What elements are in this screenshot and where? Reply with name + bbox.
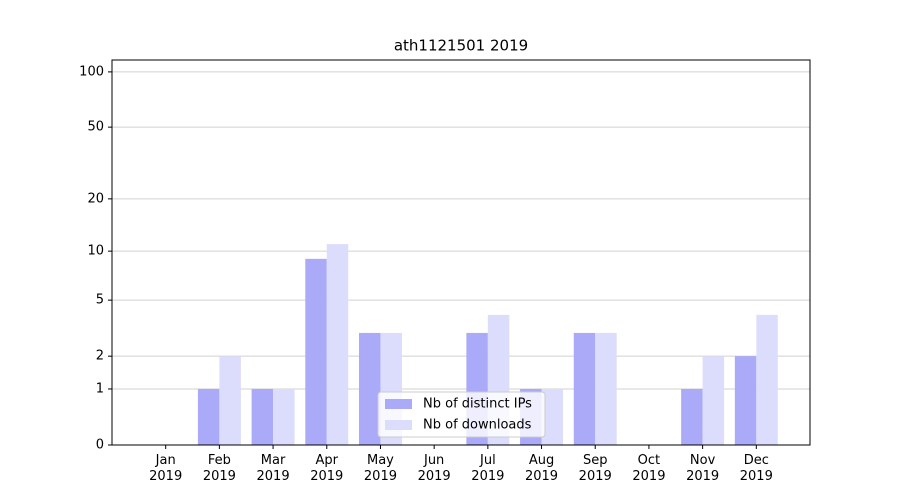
chart-title: ath1121501 2019	[394, 37, 528, 55]
x-tick-label: Dec 2019	[739, 453, 773, 484]
x-tick-label: Oct 2019	[632, 453, 666, 484]
x-tick-label: Sep 2019	[578, 453, 612, 484]
x-tick-label: Mar 2019	[256, 453, 290, 484]
y-tick-label: 20	[87, 191, 104, 206]
bar	[702, 356, 725, 445]
bar	[251, 388, 274, 445]
bar	[305, 258, 327, 445]
legend: Nb of distinct IPs Nb of downloads	[377, 391, 546, 438]
y-tick-label: 5	[96, 293, 104, 308]
x-tick-label: Jun 2019	[417, 453, 451, 484]
legend-swatch	[385, 399, 412, 409]
bar	[326, 244, 349, 445]
bar	[219, 356, 241, 445]
bar	[197, 388, 220, 445]
x-tick-label: Apr 2019	[310, 453, 344, 484]
y-tick-label: 2	[96, 349, 104, 364]
legend-box	[377, 391, 546, 438]
x-tick-label: Feb 2019	[202, 453, 236, 484]
x-tick-label: Nov 2019	[686, 453, 720, 484]
bar	[734, 356, 757, 445]
y-tick-label: 50	[87, 120, 104, 135]
bar	[756, 314, 778, 445]
x-tick-label: May 2019	[363, 453, 397, 484]
x-tick-label: Aug 2019	[524, 453, 559, 484]
legend-swatch	[385, 420, 412, 430]
y-tick-label: 100	[79, 64, 104, 79]
y-tick-label: 1	[96, 381, 104, 396]
legend-label: Nb of distinct IPs	[423, 397, 532, 412]
bar	[595, 332, 617, 445]
bar	[273, 388, 295, 445]
bar	[681, 388, 703, 445]
legend-label: Nb of downloads	[423, 418, 532, 433]
y-tick-label: 0	[96, 438, 104, 453]
plot-frame	[111, 59, 811, 446]
bar	[358, 332, 381, 445]
x-tick-label: Jul 2019	[471, 453, 505, 484]
bar	[541, 388, 564, 445]
y-tick-label: 10	[87, 244, 104, 259]
bar	[573, 332, 596, 445]
x-tick-label: Jan 2019	[149, 453, 183, 484]
